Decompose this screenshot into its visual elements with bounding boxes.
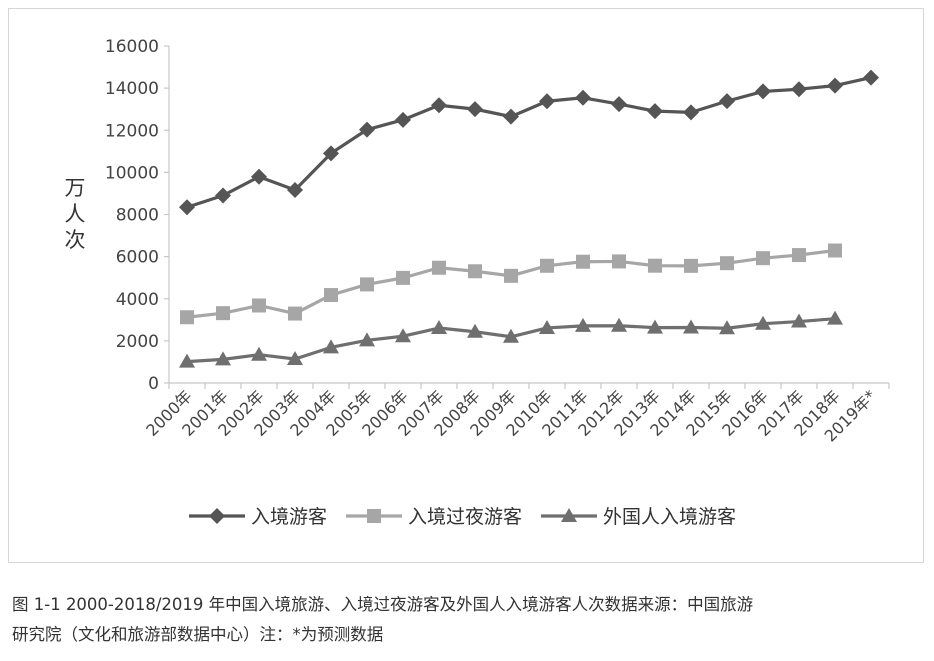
series-2 bbox=[180, 243, 842, 325]
data-point bbox=[251, 346, 267, 361]
data-point bbox=[719, 320, 735, 335]
y-tick-label: 6000 bbox=[116, 248, 159, 268]
y-tick-label: 2000 bbox=[116, 332, 159, 352]
data-point bbox=[791, 313, 807, 328]
data-point bbox=[575, 317, 591, 332]
data-point bbox=[287, 181, 303, 198]
y-axis-label-char: 次 bbox=[65, 228, 86, 252]
legend-item: 入境过夜游客 bbox=[346, 506, 522, 528]
data-point bbox=[468, 264, 482, 279]
y-axis-label: 万人次 bbox=[65, 176, 86, 252]
data-point bbox=[611, 96, 627, 113]
legend-marker bbox=[367, 509, 381, 523]
legend-item: 入境游客 bbox=[189, 506, 327, 528]
data-point bbox=[179, 199, 195, 216]
y-tick-label: 0 bbox=[148, 374, 159, 394]
data-point bbox=[539, 93, 555, 110]
data-point bbox=[827, 310, 843, 325]
data-point bbox=[251, 168, 267, 185]
data-point bbox=[503, 328, 519, 343]
data-point bbox=[683, 104, 699, 121]
data-point bbox=[755, 315, 771, 330]
data-point bbox=[396, 270, 410, 285]
data-point bbox=[683, 319, 699, 334]
data-point bbox=[395, 328, 411, 343]
chart-frame: 0 2000 4000 6000 8000 10000 12000 14000 16000 万人次… bbox=[8, 8, 924, 563]
data-point bbox=[359, 121, 375, 138]
data-point bbox=[431, 97, 447, 114]
data-point bbox=[647, 319, 663, 334]
data-point bbox=[179, 353, 195, 368]
data-point bbox=[756, 251, 770, 266]
y-axis-label-char: 人 bbox=[65, 202, 86, 226]
data-point bbox=[252, 298, 266, 313]
data-point bbox=[648, 258, 662, 273]
data-point bbox=[288, 306, 302, 321]
data-point bbox=[323, 339, 339, 354]
data-point bbox=[431, 320, 447, 335]
y-tick-label: 14000 bbox=[105, 79, 159, 99]
series-3 bbox=[179, 310, 843, 368]
data-point bbox=[180, 310, 194, 325]
data-point bbox=[287, 350, 303, 365]
legend-label: 入境游客 bbox=[251, 506, 327, 528]
data-point bbox=[215, 351, 231, 366]
data-point bbox=[828, 243, 842, 258]
figure-caption: 图 1-1 2000-2018/2019 年中国入境旅游、入境过夜游客及外国人入… bbox=[12, 590, 924, 650]
data-point bbox=[719, 93, 735, 110]
data-point bbox=[360, 277, 374, 292]
data-point bbox=[791, 81, 807, 98]
caption-line-1: 图 1-1 2000-2018/2019 年中国入境旅游、入境过夜游客及外国人入… bbox=[12, 595, 754, 614]
y-tick-label: 16000 bbox=[105, 37, 159, 57]
data-point bbox=[467, 101, 483, 118]
y-tick-label: 4000 bbox=[116, 290, 159, 310]
data-point bbox=[720, 256, 734, 271]
data-point bbox=[684, 258, 698, 273]
series-1 bbox=[179, 69, 879, 216]
data-point bbox=[863, 69, 879, 86]
data-point bbox=[827, 77, 843, 94]
y-tick-label: 10000 bbox=[105, 163, 159, 183]
data-point bbox=[359, 332, 375, 347]
legend-marker bbox=[209, 508, 225, 524]
series-line bbox=[186, 248, 836, 319]
legend-label: 入境过夜游客 bbox=[408, 506, 522, 528]
data-point bbox=[539, 319, 555, 334]
y-axis-label-char: 万 bbox=[65, 176, 86, 200]
data-point bbox=[611, 317, 627, 332]
data-point bbox=[755, 83, 771, 100]
caption-line-2: 研究院（文化和旅游部数据中心）注：*为预测数据 bbox=[12, 625, 384, 644]
legend: 入境游客 入境过夜游客 外国人入境游客 bbox=[189, 506, 736, 528]
data-point bbox=[395, 111, 411, 128]
legend-label: 外国人入境游客 bbox=[603, 506, 736, 528]
y-tick-label: 8000 bbox=[116, 206, 159, 226]
data-point bbox=[504, 268, 518, 283]
data-point bbox=[575, 89, 591, 106]
data-point bbox=[576, 254, 590, 269]
data-point bbox=[503, 108, 519, 125]
line-chart: 0 2000 4000 6000 8000 10000 12000 14000 16000 万人次… bbox=[65, 37, 890, 528]
data-point bbox=[323, 145, 339, 162]
data-point bbox=[432, 260, 446, 275]
data-point bbox=[324, 288, 338, 303]
legend-item: 外国人入境游客 bbox=[541, 506, 736, 528]
data-point bbox=[216, 306, 230, 321]
data-point bbox=[215, 187, 231, 204]
data-point bbox=[792, 248, 806, 263]
legend-marker bbox=[561, 508, 577, 522]
data-point bbox=[612, 254, 626, 269]
y-tick-label: 12000 bbox=[105, 121, 159, 141]
data-point bbox=[467, 323, 483, 338]
data-point bbox=[647, 103, 663, 120]
data-point bbox=[540, 258, 554, 273]
